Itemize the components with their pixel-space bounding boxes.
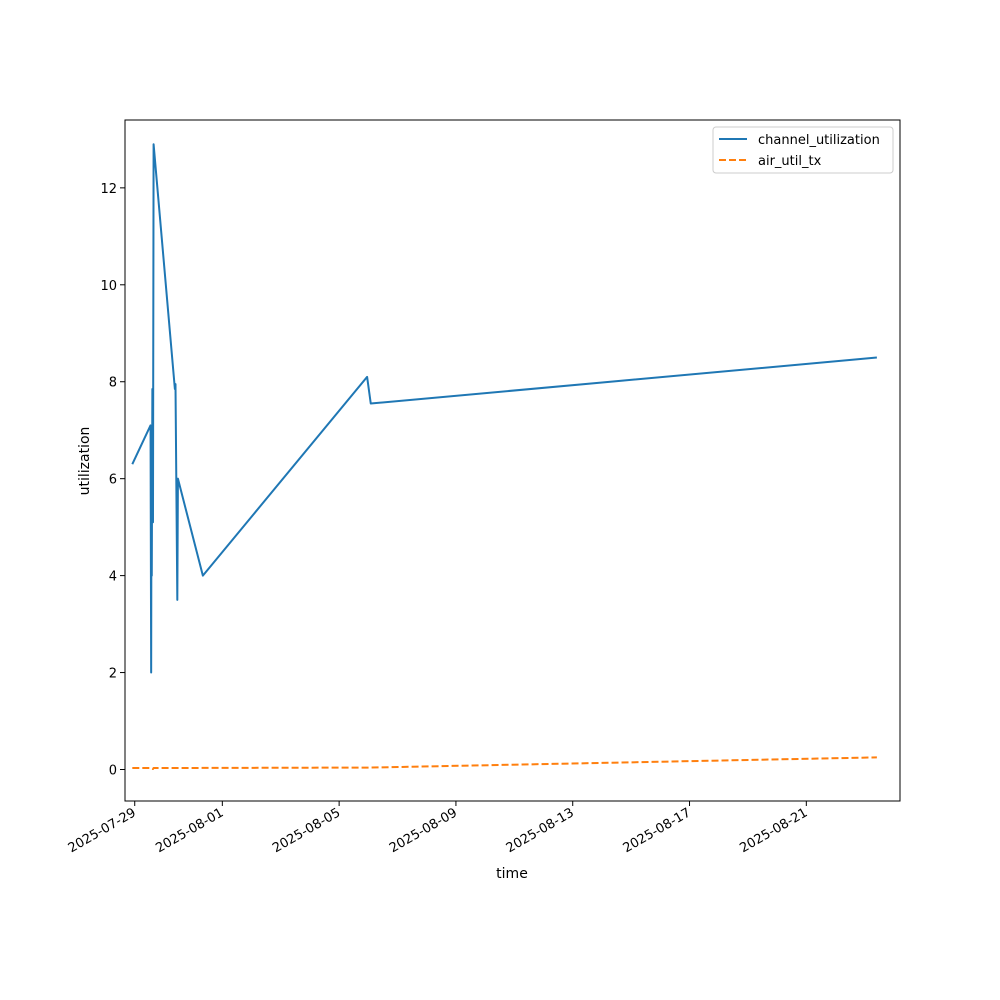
- y-tick-label: 2: [109, 667, 117, 682]
- series-line-air-util-tx: [132, 756, 877, 771]
- y-axis-label: utilization: [77, 427, 93, 496]
- x-axis-label: time: [496, 866, 528, 882]
- y-tick-label: 8: [109, 376, 117, 391]
- series-layer: [131, 143, 877, 771]
- y-tick-label: 12: [100, 182, 117, 197]
- plot-frame: [124, 119, 901, 802]
- y-tick-label: 4: [109, 570, 117, 585]
- y-tick-label: 0: [109, 763, 117, 778]
- legend-box: [712, 126, 894, 174]
- y-tick-label: 10: [100, 279, 117, 294]
- legend-label-channel-utilization: channel_utilization: [758, 133, 880, 148]
- axes-layer: [124, 119, 901, 802]
- legend: channel_utilization air_util_tx: [712, 126, 894, 174]
- series-line-channel-utilization: [131, 143, 877, 674]
- legend-label-air-util-tx: air_util_tx: [758, 154, 822, 169]
- y-tick-label: 6: [109, 473, 117, 488]
- y-axis-ticks: 0 2 4 6 8 10 12: [100, 182, 125, 778]
